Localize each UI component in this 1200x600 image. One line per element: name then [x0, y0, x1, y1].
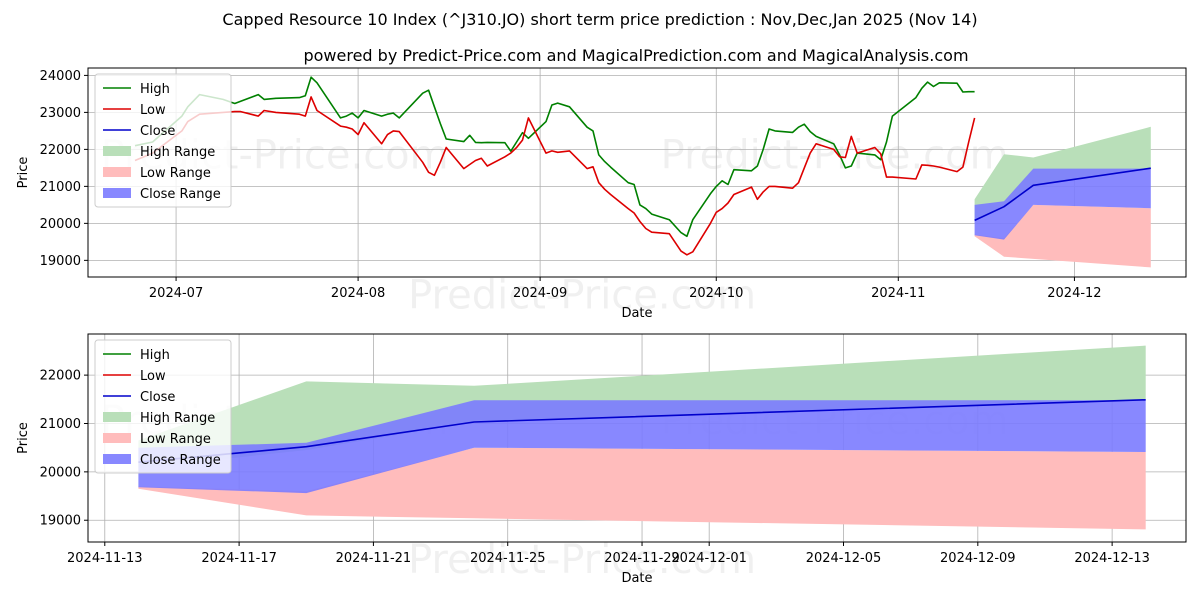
legend-label-close: Close	[140, 124, 175, 139]
watermark-text: Predict-Price.com	[408, 537, 756, 583]
y-tick-label: 22000	[40, 369, 81, 384]
x-tick-label: 2024-12-05	[806, 551, 882, 566]
legend-label-close-range: Close Range	[140, 187, 221, 202]
x-tick-label: 2024-07	[149, 286, 203, 301]
x-tick-label: 2024-11-21	[336, 551, 412, 566]
chart-panel-2: Predict-Price.comPredict-Price.comPredic…	[16, 333, 1187, 586]
y-tick-label: 20000	[40, 465, 81, 480]
series-line-close	[974, 167, 1151, 222]
band-close-range	[974, 168, 1151, 240]
x-tick-label: 2024-08	[331, 286, 385, 301]
x-axis-label: Date	[621, 306, 652, 321]
legend-label-low: Low	[140, 369, 166, 384]
legend-swatch-low-range	[103, 433, 131, 443]
legend: High Low Close High Range Low Range Close Ran…	[94, 339, 232, 474]
legend-label-close-range: Close Range	[140, 453, 221, 468]
band-low-range	[974, 204, 1151, 268]
x-tick-label: 2024-12-01	[671, 551, 747, 566]
y-axis-label: Price	[16, 157, 31, 189]
y-tick-label: 24000	[40, 69, 81, 84]
y-tick-label: 22000	[40, 143, 81, 158]
x-tick-label: 2024-12-13	[1074, 551, 1150, 566]
legend-label-low-range: Low Range	[140, 432, 211, 447]
legend-swatch-close-range	[103, 188, 131, 198]
legend: High Low Close High Range Low Range Close Ran…	[94, 73, 232, 208]
y-tick-label: 19000	[40, 514, 81, 529]
legend-swatch-high-range	[103, 412, 131, 422]
x-tick-label: 2024-11-29	[604, 551, 680, 566]
chart-title: Capped Resource 10 Index (^J310.JO) shor…	[222, 10, 978, 29]
y-tick-label: 21000	[40, 417, 81, 432]
x-tick-label: 2024-09	[513, 286, 567, 301]
y-tick-label: 20000	[40, 217, 81, 232]
series-line-low	[134, 96, 976, 256]
legend-swatch-high-range	[103, 146, 131, 156]
x-tick-label: 2024-11-25	[470, 551, 546, 566]
x-axis-label: Date	[621, 571, 652, 586]
y-axis-label: Price	[16, 422, 31, 454]
chart-subtitle: powered by Predict-Price.com and Magical…	[303, 46, 969, 65]
y-tick-label: 21000	[40, 180, 81, 195]
legend-label-high-range: High Range	[140, 145, 215, 160]
plot-frame	[87, 67, 1187, 278]
legend-label-close: Close	[140, 390, 175, 405]
chart-panel-1: Predict-Price.com Predict-Price.comPredic…	[16, 67, 1187, 321]
band-close-range	[138, 400, 1146, 494]
x-tick-label: 2024-11	[871, 286, 925, 301]
y-tick-label: 19000	[40, 254, 81, 269]
legend-swatch-close-range	[103, 454, 131, 464]
band-low-range	[138, 447, 1146, 530]
x-tick-label: 2024-11-17	[201, 551, 277, 566]
watermark-text: Predict-Price.com	[408, 272, 756, 318]
legend-label-high-range: High Range	[140, 411, 215, 426]
legend-label-high: High	[140, 348, 170, 363]
x-tick-label: 2024-10	[689, 286, 743, 301]
legend-label-high: High	[140, 82, 170, 97]
x-tick-label: 2024-11-13	[67, 551, 143, 566]
series-line-high	[134, 76, 975, 238]
x-tick-label: 2024-12	[1047, 286, 1101, 301]
legend-label-low: Low	[140, 103, 166, 118]
legend-label-low-range: Low Range	[140, 166, 211, 181]
legend-swatch-low-range	[103, 167, 131, 177]
x-tick-label: 2024-12-09	[940, 551, 1016, 566]
y-tick-label: 23000	[40, 106, 81, 121]
plot-frame	[87, 333, 1187, 543]
